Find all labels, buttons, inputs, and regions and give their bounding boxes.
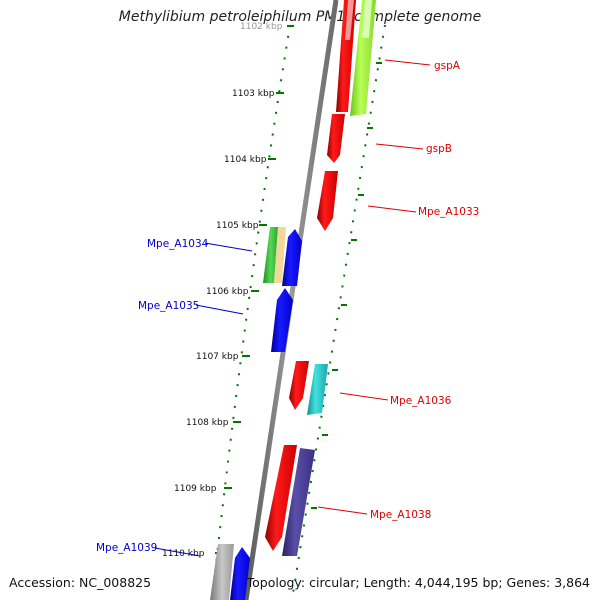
forward-genes [265, 0, 376, 556]
tick-label: 1103 kbp [232, 89, 275, 99]
gene-label[interactable]: Mpe_A1039 [96, 542, 157, 554]
gene-feature[interactable] [274, 227, 286, 283]
tick-label: 1109 kbp [174, 484, 217, 494]
outer-ring-dots [291, 24, 386, 600]
gene-feature[interactable] [230, 547, 250, 600]
gene-feature[interactable] [210, 544, 234, 600]
gene-label[interactable]: gspA [434, 60, 461, 72]
gene-label[interactable]: Mpe_A1035 [138, 300, 199, 312]
gene-feature[interactable] [362, 0, 372, 38]
gene-feature[interactable] [271, 288, 293, 352]
gene-feature[interactable] [263, 227, 278, 283]
tick-label: 1102 kbp [240, 22, 283, 32]
tick-label: 1107 kbp [196, 352, 239, 362]
label-leaders [154, 59, 431, 557]
gene-label[interactable]: Mpe_A1033 [418, 206, 479, 218]
topology-text: Topology: circular; Length: 4,044,195 bp… [246, 575, 590, 590]
accession-text: Accession: NC_008825 [9, 575, 152, 590]
gene-feature[interactable] [282, 448, 315, 556]
reverse-genes [210, 227, 302, 600]
tick-label: 1106 kbp [206, 287, 249, 297]
gene-label[interactable]: gspB [426, 143, 452, 155]
gene-feature[interactable] [282, 229, 302, 286]
map-title: Methylibium petroleiphilum PM1, complete… [118, 9, 482, 25]
tick-ring: 1102 kbp 1103 kbp 1104 kbp 1105 kbp 1106… [162, 22, 294, 559]
gene-labels: gspA gspB Mpe_A1033 Mpe_A1036 Mpe_A1038 … [96, 60, 479, 554]
gene-feature[interactable] [327, 114, 345, 163]
gene-feature[interactable] [345, 0, 354, 40]
gene-label[interactable]: Mpe_A1034 [147, 238, 209, 250]
gene-feature[interactable] [307, 364, 328, 415]
outer-ring-ticks [311, 62, 382, 509]
gene-label[interactable]: Mpe_A1036 [390, 395, 452, 407]
tick-label: 1110 kbp [162, 549, 205, 559]
gene-feature[interactable] [289, 361, 309, 410]
gene-feature[interactable] [317, 171, 338, 231]
tick-ring-dots [211, 24, 291, 600]
gene-label[interactable]: Mpe_A1038 [370, 509, 431, 521]
tick-label: 1105 kbp [216, 221, 259, 231]
gene-feature[interactable] [265, 445, 297, 551]
tick-label: 1104 kbp [224, 155, 267, 165]
tick-label: 1108 kbp [186, 418, 229, 428]
